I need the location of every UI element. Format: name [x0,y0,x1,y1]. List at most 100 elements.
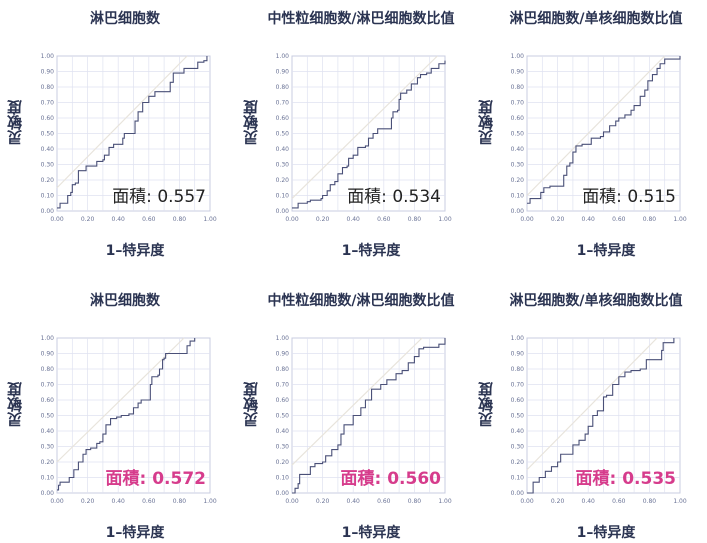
roc-chart-3: 淋巴细胞数/单核细胞数比值 灵敏度 1–特异度 0.00 0.10 0.20 0.30 0.4… [471,0,707,270]
x-tick-label: 0.60 [142,216,156,223]
y-tick-label: 0.10 [511,193,525,200]
y-tick-label: 0.20 [511,177,525,184]
y-tick-label: 0.00 [41,490,55,497]
chart-title: 中性粒细胞数/淋巴细胞数比值 [267,11,455,27]
y-tick-label: 0.10 [276,475,290,482]
chart-title: 中性粒细胞数/淋巴细胞数比值 [267,293,455,309]
x-tick-label: 0.40 [112,216,126,223]
x-tick-label: 0.60 [142,498,156,505]
x-tick-label: 0.60 [612,498,626,505]
x-axis-label: 1–特异度 [105,525,165,541]
plot: 0.00 0.10 0.20 0.30 0.40 0.50 0.60 0.70 0.80 0.90… [276,53,452,223]
x-tick-label: 0.00 [50,498,64,505]
y-tick-label: 0.60 [276,397,290,404]
y-tick-label: 0.50 [276,131,290,138]
y-tick-label: 0.20 [276,459,290,466]
auc-annotation: 面積: 0.534 [347,187,441,207]
y-tick-label: 0.60 [41,397,55,404]
y-tick-label: 0.00 [276,490,290,497]
y-tick-label: 0.10 [276,193,290,200]
y-tick-label: 0.80 [511,84,525,91]
y-tick-label: 0.40 [511,146,525,153]
y-tick-label: 0.00 [511,490,525,497]
x-tick-label: 1.00 [673,498,687,505]
y-tick-label: 0.40 [511,428,525,435]
x-tick-label: 1.00 [203,498,217,505]
reference-line [56,337,185,463]
roc-chart-5: 中性粒细胞数/淋巴细胞数比值 灵敏度 1–特异度 0.00 0.10 0.20 0.30 0.… [236,282,472,543]
x-tick-label: 0.40 [347,498,361,505]
x-tick-label: 0.60 [377,216,391,223]
x-axis-label: 1–特异度 [576,525,636,541]
y-tick-label: 0.80 [41,366,55,373]
y-tick-label: 0.70 [41,100,55,107]
x-axis-label: 1–特异度 [341,243,401,259]
y-tick-label: 0.70 [41,382,55,389]
plot: 0.00 0.10 0.20 0.30 0.40 0.50 0.60 0.70 0.80 0.90… [276,335,452,505]
y-tick-label: 0.40 [276,428,290,435]
y-tick-label: 0.80 [276,366,290,373]
x-tick-label: 0.40 [112,498,126,505]
y-tick-label: 0.50 [511,131,525,138]
y-tick-label: 1.00 [511,335,525,342]
x-axis-label: 1–特异度 [105,243,165,259]
y-tick-label: 0.90 [511,351,525,358]
y-tick-label: 1.00 [41,53,55,60]
x-tick-label: 0.20 [81,498,95,505]
roc-curve [57,338,196,491]
roc-chart-6: 淋巴细胞数/单核细胞数比值 灵敏度 1–特异度 0.00 0.10 0.20 0.30 0.4… [471,282,707,543]
y-tick-label: 0.90 [41,351,55,358]
x-tick-label: 0.00 [520,216,534,223]
x-tick-label: 0.80 [173,216,187,223]
y-tick-label: 0.30 [276,444,290,451]
x-tick-label: 0.20 [551,216,565,223]
x-tick-label: 0.80 [643,216,657,223]
y-tick-label: 0.90 [511,69,525,76]
y-tick-label: 1.00 [276,335,290,342]
x-tick-label: 0.80 [408,216,422,223]
y-tick-label: 0.40 [41,146,55,153]
roc-chart-4: 淋巴细胞数 灵敏度 1–特异度 0.00 0.10 0.20 0.30 0.40 0.50 0.6… [0,282,236,543]
y-tick-label: 0.80 [41,84,55,91]
plot: 0.00 0.10 0.20 0.30 0.40 0.50 0.60 0.70 0.80 0.90… [41,53,217,223]
y-tick-label: 0.30 [511,162,525,169]
x-tick-label: 0.80 [643,498,657,505]
x-tick-label: 0.20 [316,498,330,505]
auc-annotation: 面積: 0.560 [341,468,442,489]
x-tick-label: 0.20 [81,216,95,223]
reference-line [526,337,658,471]
chart-title: 淋巴细胞数/单核细胞数比值 [509,293,683,309]
plot: 0.00 0.10 0.20 0.30 0.40 0.50 0.60 0.70 0.80 0.90… [511,335,687,505]
x-tick-label: 0.40 [582,498,596,505]
y-tick-label: 0.60 [41,115,55,122]
y-tick-label: 0.30 [41,444,55,451]
y-tick-label: 0.40 [41,428,55,435]
x-tick-label: 0.00 [285,216,299,223]
y-tick-label: 0.90 [41,69,55,76]
x-tick-label: 0.60 [377,498,391,505]
auc-annotation: 面積: 0.557 [112,187,206,207]
y-tick-label: 1.00 [511,53,525,60]
y-tick-label: 0.40 [276,146,290,153]
y-tick-label: 0.80 [276,84,290,91]
y-tick-label: 0.60 [511,115,525,122]
chart-title: 淋巴细胞数 [90,293,160,309]
y-tick-label: 0.30 [276,162,290,169]
y-tick-label: 0.20 [511,459,525,466]
roc-curve [292,60,446,209]
y-tick-label: 0.20 [41,459,55,466]
auc-annotation: 面積: 0.515 [582,187,676,207]
x-tick-label: 1.00 [438,498,452,505]
plot: 0.00 0.10 0.20 0.30 0.40 0.50 0.60 0.70 0.80 0.90… [511,53,687,223]
y-tick-label: 0.10 [511,475,525,482]
y-tick-label: 0.20 [276,177,290,184]
y-tick-label: 0.20 [41,177,55,184]
roc-chart-2: 中性粒细胞数/淋巴细胞数比值 灵敏度 1–特异度 0.00 0.10 0.20 0.30 0.… [236,0,472,270]
y-tick-label: 0.00 [511,208,525,215]
y-tick-label: 0.70 [511,100,525,107]
reference-line [56,55,188,189]
y-tick-label: 0.30 [511,444,525,451]
x-tick-label: 1.00 [438,216,452,223]
chart-title: 淋巴细胞数 [90,11,160,27]
